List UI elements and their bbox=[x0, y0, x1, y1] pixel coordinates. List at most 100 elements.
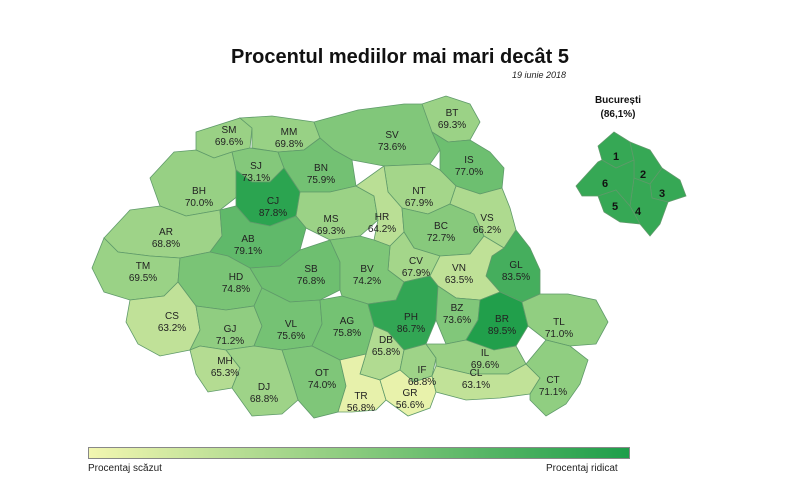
county-code-hr: HR bbox=[375, 212, 389, 223]
county-value-ph: 86.7% bbox=[397, 324, 425, 335]
county-value-sv: 73.6% bbox=[378, 142, 406, 153]
bucuresti-sector-label-2: 2 bbox=[640, 169, 646, 181]
county-value-sj: 73.1% bbox=[242, 173, 270, 184]
county-value-sb: 76.8% bbox=[297, 276, 325, 287]
county-value-bn: 75.9% bbox=[307, 175, 335, 186]
county-value-mh: 65.3% bbox=[211, 368, 239, 379]
county-code-ms: MS bbox=[324, 214, 339, 225]
county-ct bbox=[525, 339, 589, 417]
county-value-il: 69.6% bbox=[471, 360, 499, 371]
map-title: Procentul mediilor mai mari decât 5 bbox=[231, 46, 569, 68]
county-code-il: IL bbox=[481, 348, 490, 359]
county-code-dj: DJ bbox=[258, 382, 270, 393]
county-value-ct: 71.1% bbox=[539, 387, 567, 398]
county-code-ar: AR bbox=[159, 227, 173, 238]
county-code-sb: SB bbox=[304, 264, 318, 275]
county-code-vl: VL bbox=[285, 319, 298, 330]
county-value-ot: 74.0% bbox=[308, 380, 336, 391]
legend-high-label: Procentaj ridicat bbox=[546, 463, 618, 474]
county-code-bn: BN bbox=[314, 163, 328, 174]
county-code-cl: CL bbox=[470, 368, 483, 379]
county-code-cv: CV bbox=[409, 256, 423, 267]
county-value-cj: 87.8% bbox=[259, 208, 287, 219]
county-code-bz: BZ bbox=[451, 303, 464, 314]
county-code-tl: TL bbox=[553, 317, 565, 328]
county-value-bz: 73.6% bbox=[443, 315, 471, 326]
county-value-br: 89.5% bbox=[488, 326, 516, 337]
county-value-db: 65.8% bbox=[372, 347, 400, 358]
county-code-br: BR bbox=[495, 314, 509, 325]
county-value-ms: 69.3% bbox=[317, 226, 345, 237]
county-value-mm: 69.8% bbox=[275, 139, 303, 150]
county-code-if: IF bbox=[418, 365, 427, 376]
county-code-sv: SV bbox=[385, 130, 399, 141]
county-value-if: 68.8% bbox=[408, 377, 436, 388]
bucuresti-value: (86,1%) bbox=[600, 109, 635, 120]
county-value-hr: 64.2% bbox=[368, 224, 396, 235]
bucuresti-sector-6 bbox=[575, 159, 635, 207]
county-code-ph: PH bbox=[404, 312, 418, 323]
county-code-vn: VN bbox=[452, 263, 466, 274]
county-code-cs: CS bbox=[165, 311, 179, 322]
county-code-bc: BC bbox=[434, 221, 448, 232]
county-value-tr: 56.8% bbox=[347, 403, 375, 414]
county-value-bc: 72.7% bbox=[427, 233, 455, 244]
county-code-sm: SM bbox=[222, 125, 237, 136]
bucuresti-sector-label-5: 5 bbox=[612, 201, 618, 213]
county-code-gj: GJ bbox=[224, 324, 237, 335]
county-value-vn: 63.5% bbox=[445, 275, 473, 286]
bucuresti-title: București bbox=[595, 95, 641, 106]
county-code-ct: CT bbox=[546, 375, 559, 386]
bucuresti-sectors: 1 2 3 4 56 bbox=[575, 131, 687, 237]
county-code-is: IS bbox=[464, 155, 474, 166]
county-dj bbox=[225, 345, 299, 417]
county-value-cv: 67.9% bbox=[402, 268, 430, 279]
county-code-hd: HD bbox=[229, 272, 243, 283]
county-code-bt: BT bbox=[446, 108, 459, 119]
county-code-gl: GL bbox=[509, 260, 523, 271]
county-code-nt: NT bbox=[412, 186, 425, 197]
county-value-is: 77.0% bbox=[455, 167, 483, 178]
county-value-gl: 83.5% bbox=[502, 272, 530, 283]
county-value-sm: 69.6% bbox=[215, 137, 243, 148]
county-code-mh: MH bbox=[217, 356, 233, 367]
county-value-dj: 68.8% bbox=[250, 394, 278, 405]
county-code-cj: CJ bbox=[267, 196, 279, 207]
bucuresti-inset: București (86,1%) 1 2 3 4 56 bbox=[575, 95, 687, 237]
county-value-cl: 63.1% bbox=[462, 380, 490, 391]
county-value-vl: 75.6% bbox=[277, 331, 305, 342]
county-code-sj: SJ bbox=[250, 161, 262, 172]
bucuresti-sector-label-3: 3 bbox=[659, 188, 665, 200]
county-code-db: DB bbox=[379, 335, 393, 346]
counties-layer bbox=[91, 95, 609, 419]
map-date: 19 iunie 2018 bbox=[512, 70, 567, 80]
legend-gradient-bar bbox=[88, 447, 630, 459]
county-value-tl: 71.0% bbox=[545, 329, 573, 340]
county-code-tr: TR bbox=[354, 391, 367, 402]
county-value-ag: 75.8% bbox=[333, 328, 361, 339]
county-value-hd: 74.8% bbox=[222, 284, 250, 295]
county-code-mm: MM bbox=[281, 127, 298, 138]
bucuresti-sector-label-1: 1 bbox=[613, 151, 619, 163]
bucuresti-sector-label-6: 6 bbox=[602, 178, 608, 190]
county-code-ab: AB bbox=[241, 234, 255, 245]
county-value-bh: 70.0% bbox=[185, 198, 213, 209]
county-code-vs: VS bbox=[480, 213, 494, 224]
county-code-bv: BV bbox=[360, 264, 374, 275]
county-value-vs: 66.2% bbox=[473, 225, 501, 236]
county-code-tm: TM bbox=[136, 261, 150, 272]
county-value-bv: 74.2% bbox=[353, 276, 381, 287]
county-tl bbox=[521, 293, 609, 347]
county-code-ag: AG bbox=[340, 316, 355, 327]
bucuresti-sector-label-4: 4 bbox=[635, 206, 642, 218]
legend-low-label: Procentaj scăzut bbox=[88, 463, 162, 474]
county-code-gr: GR bbox=[403, 388, 418, 399]
county-value-ab: 79.1% bbox=[234, 246, 262, 257]
county-code-bh: BH bbox=[192, 186, 206, 197]
county-code-ot: OT bbox=[315, 368, 329, 379]
county-value-gr: 56.6% bbox=[396, 400, 424, 411]
county-tr bbox=[337, 353, 387, 413]
county-labels-layer: SM69.6%MM69.8%BT69.3%SV73.6%SJ73.1%BN75.… bbox=[129, 108, 573, 414]
county-value-gj: 71.2% bbox=[216, 336, 244, 347]
